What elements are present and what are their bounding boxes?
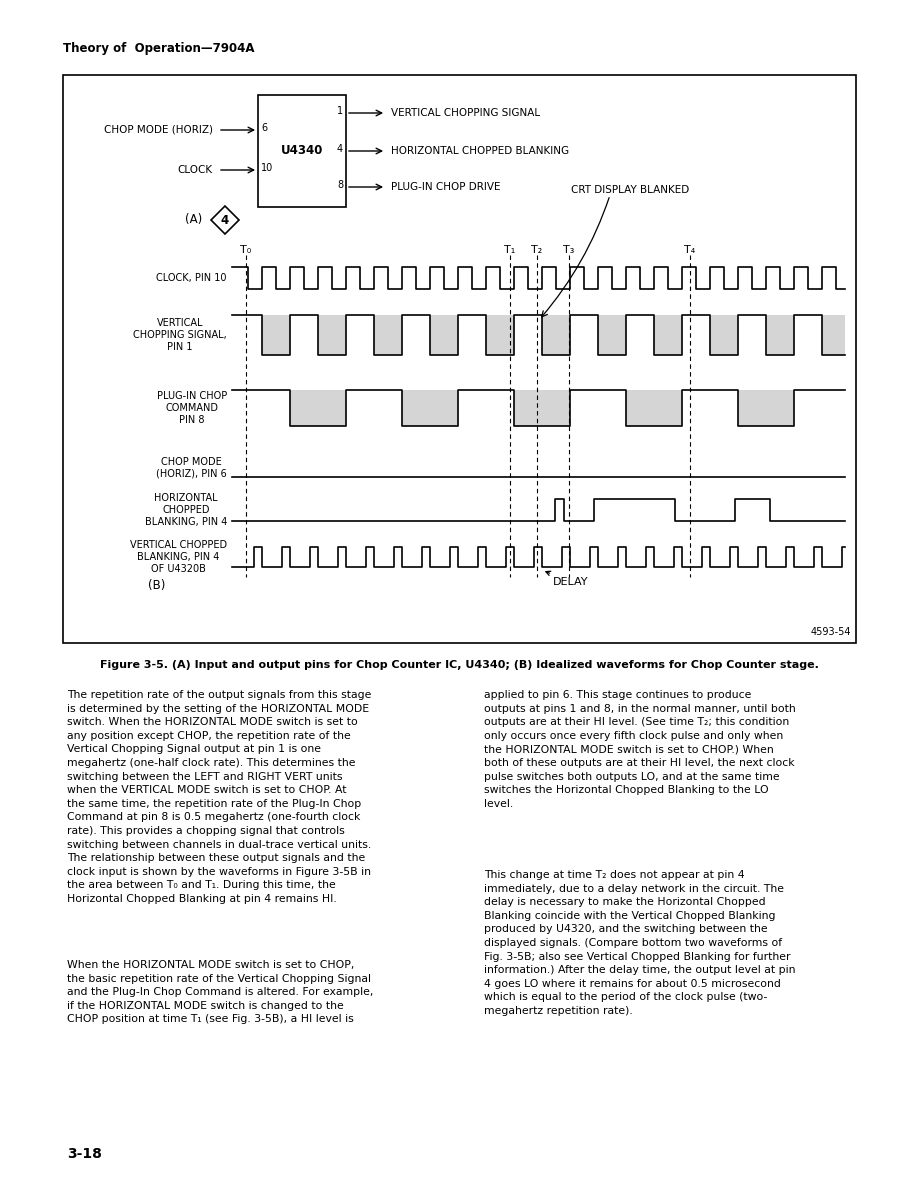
Text: When the HORIZONTAL MODE switch is set to CHOP,
the basic repetition rate of the: When the HORIZONTAL MODE switch is set t… <box>67 960 374 1024</box>
Bar <box>542 315 570 355</box>
Text: VERTICAL CHOPPING SIGNAL: VERTICAL CHOPPING SIGNAL <box>391 108 540 118</box>
Text: This change at time T₂ does not appear at pin 4
immediately, due to a delay netw: This change at time T₂ does not appear a… <box>484 870 796 1016</box>
Text: CLOCK, PIN 10: CLOCK, PIN 10 <box>156 273 227 283</box>
Text: T₄: T₄ <box>685 245 696 255</box>
Bar <box>822 315 845 355</box>
Text: 6: 6 <box>261 124 267 133</box>
Text: PLUG-IN CHOP
COMMAND
PIN 8: PLUG-IN CHOP COMMAND PIN 8 <box>157 391 227 424</box>
Text: T₀: T₀ <box>241 245 252 255</box>
Bar <box>654 315 682 355</box>
Bar <box>374 315 402 355</box>
Text: 1: 1 <box>337 106 343 116</box>
Text: (A): (A) <box>185 214 202 227</box>
Text: PLUG-IN CHOP DRIVE: PLUG-IN CHOP DRIVE <box>391 182 500 192</box>
Text: T₃: T₃ <box>564 245 575 255</box>
Bar <box>430 315 458 355</box>
Text: The repetition rate of the output signals from this stage
is determined by the s: The repetition rate of the output signal… <box>67 690 372 904</box>
Text: 4: 4 <box>337 144 343 154</box>
Bar <box>262 315 290 355</box>
Bar <box>402 390 458 426</box>
Polygon shape <box>211 206 239 234</box>
Text: VERTICAL CHOPPED
BLANKING, PIN 4
OF U4320B: VERTICAL CHOPPED BLANKING, PIN 4 OF U432… <box>129 541 227 574</box>
Text: DELAY: DELAY <box>546 571 588 587</box>
Text: 8: 8 <box>337 181 343 190</box>
Text: T₁: T₁ <box>504 245 516 255</box>
Text: T₂: T₂ <box>532 245 543 255</box>
Text: 4593-54: 4593-54 <box>811 627 851 637</box>
Bar <box>738 390 794 426</box>
Text: CHOP MODE (HORIZ): CHOP MODE (HORIZ) <box>104 125 213 135</box>
Text: HORIZONTAL
CHOPPED
BLANKING, PIN 4: HORIZONTAL CHOPPED BLANKING, PIN 4 <box>145 493 227 526</box>
Bar <box>486 315 514 355</box>
Bar <box>63 75 856 643</box>
Text: HORIZONTAL CHOPPED BLANKING: HORIZONTAL CHOPPED BLANKING <box>391 146 569 156</box>
Bar <box>710 315 738 355</box>
Text: 3-18: 3-18 <box>67 1146 102 1161</box>
Bar <box>626 390 682 426</box>
Text: (B): (B) <box>148 579 165 592</box>
Bar <box>766 315 794 355</box>
Text: applied to pin 6. This stage continues to produce
outputs at pins 1 and 8, in th: applied to pin 6. This stage continues t… <box>484 690 796 809</box>
Bar <box>258 95 346 207</box>
Text: CRT DISPLAY BLANKED: CRT DISPLAY BLANKED <box>571 185 689 195</box>
Text: Theory of  Operation—7904A: Theory of Operation—7904A <box>63 42 254 55</box>
Bar <box>290 390 346 426</box>
Bar <box>514 390 570 426</box>
Bar <box>318 315 346 355</box>
Text: Figure 3-5. (A) Input and output pins for Chop Counter IC, U4340; (B) Idealized : Figure 3-5. (A) Input and output pins fo… <box>99 661 819 670</box>
Text: 10: 10 <box>261 163 274 173</box>
Bar <box>598 315 626 355</box>
Text: CHOP MODE
(HORIZ), PIN 6: CHOP MODE (HORIZ), PIN 6 <box>156 457 227 479</box>
Text: U4340: U4340 <box>281 145 323 158</box>
Text: VERTICAL
CHOPPING SIGNAL,
PIN 1: VERTICAL CHOPPING SIGNAL, PIN 1 <box>133 318 227 352</box>
Text: CLOCK: CLOCK <box>178 165 213 175</box>
Text: 4: 4 <box>221 214 230 227</box>
